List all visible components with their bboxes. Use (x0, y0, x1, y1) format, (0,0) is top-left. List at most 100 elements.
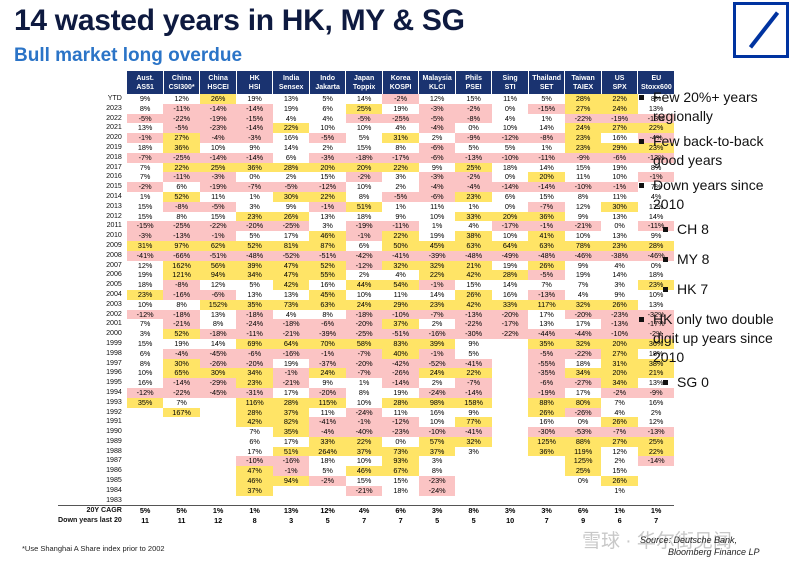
table-cell: -12% (382, 417, 419, 428)
table-cell: 8% (199, 319, 237, 330)
table-row: 2010 -3% -13% -1% 5% 17% 46% -1% 22% 19% 38% 10% 41%… (58, 231, 675, 241)
row-label: 2011 (106, 221, 122, 230)
table-cell: 12% (564, 201, 602, 212)
table-cell: -5% (272, 182, 310, 192)
table-cell: 17% (272, 436, 310, 447)
table-cell: -26% (382, 368, 419, 379)
table-cell: 36% (163, 142, 200, 153)
table-cell (528, 456, 565, 467)
table-cell: 47% (236, 466, 273, 477)
table-cell: 5 (309, 516, 346, 527)
table-cell: 27% (601, 123, 638, 134)
table-cell: 28% (272, 162, 310, 173)
table-cell (236, 495, 273, 506)
table-cell: 11% (564, 172, 602, 183)
table-row: 2018 -7% -25% -14% -14% 6% -3% -18% -17% -6% -13% -… (58, 152, 675, 163)
row-label: 1990 (106, 427, 122, 436)
table-cell: -6% (418, 152, 456, 163)
table-cell: 47% (272, 260, 310, 271)
table-cell: -1% (309, 201, 346, 212)
table-row: 2005 18% -8% 12% 5% 42% 16% 44% 54% -1% 15% 14% 7% 7%… (58, 280, 675, 290)
row-label: 2017 (106, 162, 122, 171)
table-cell: -3% (199, 172, 237, 183)
table-cell (163, 427, 200, 437)
table-cell: -7% (345, 368, 383, 379)
table-cell: -16% (272, 456, 310, 467)
table-cell: -14% (382, 378, 419, 388)
table-cell: 15% (126, 201, 164, 212)
table-row: 1996 10% 65% 30% 34% -1% 24% -7% -26% 24% 22% -35% 3… (58, 368, 675, 379)
table-cell: 64% (272, 338, 310, 349)
table-cell: 6% (345, 240, 383, 251)
table-cell: 10% (418, 417, 456, 428)
table-cell: -30% (455, 329, 492, 339)
table-row: 2000 3% 52% -18% -11% -21% -39% -25% -51% -16% -30… (58, 329, 675, 339)
table-row: 20Y CAGR 5% 5% 1% 1% 13% 12% 4% 6% 3% 8% 3% 3% 6% 1% 1% (58, 505, 675, 517)
table-cell: 5% (345, 133, 383, 143)
table-cell: 98% (418, 397, 456, 408)
table-cell: -17% (491, 221, 529, 232)
row-label: 2003 (106, 299, 122, 308)
table-cell: 20% (309, 162, 346, 173)
table-cell: 22% (455, 368, 492, 379)
table-cell: -23% (382, 427, 419, 437)
table-cell: 15% (382, 476, 419, 486)
table-cell: 3% (236, 201, 273, 212)
footnote: *Use Shanghai A Share index prior to 200… (22, 544, 165, 553)
table-cell: 36% (236, 162, 273, 173)
column-header-country: China (171, 74, 192, 82)
table-cell: 7% (236, 427, 273, 437)
table-cell: -39% (418, 250, 456, 261)
table-cell: 8% (163, 211, 200, 222)
table-cell: 35% (528, 338, 565, 349)
bullet-item: HK only two double digit up years since … (633, 310, 798, 367)
table-cell: 17% (272, 231, 310, 241)
column-header-country: Sing (502, 74, 518, 82)
table-cell: 19% (272, 103, 310, 114)
sub-bullet-item: CH 8 (633, 220, 798, 239)
table-cell (637, 495, 675, 506)
row-label: 2012 (106, 211, 122, 220)
table-cell: -2% (345, 172, 383, 183)
table-cell: -3% (418, 103, 456, 114)
table-cell: 3% (382, 172, 419, 183)
table-cell: 32% (564, 338, 602, 349)
table-cell: 18% (309, 456, 346, 467)
table-cell: 5% (455, 348, 492, 359)
table-row: 2022 -5% -22% -19% -15% 4% 4% -5% -25% -5% -8% 4% 1%… (58, 113, 675, 124)
table-cell: -18% (345, 309, 383, 320)
table-cell: 115% (309, 397, 346, 408)
table-cell: 52% (163, 191, 200, 202)
table-row: 1991 42% 82% -41% -1% -12% 10% 77% 16% 0% 26% 12% (58, 417, 675, 428)
table-row: 2014 1% 52% 11% 1% 30% 22% 8% -5% -6% 23% 6% 15% 8% 11… (58, 191, 675, 202)
table-cell: 12% (309, 505, 346, 517)
table-cell: -10% (564, 182, 602, 192)
table-cell: 44% (345, 280, 383, 290)
table-cell: 23% (236, 378, 273, 388)
table-cell: 12 (199, 516, 237, 527)
table-cell: 7 (382, 516, 419, 527)
table-cell: 5 (455, 516, 492, 527)
table-cell: -30% (528, 427, 565, 437)
row-label: 1984 (106, 485, 122, 494)
table-cell: -24% (236, 319, 273, 330)
table-cell: -9% (637, 387, 675, 398)
table-cell: -4% (455, 182, 492, 192)
column-header: EU Stoxx600 (637, 71, 675, 94)
table-cell (163, 456, 200, 467)
row-label: 2002 (106, 309, 122, 318)
table-cell: -44% (564, 329, 602, 339)
row-label: 1999 (106, 338, 122, 347)
row-label: 2019 (106, 142, 122, 151)
table-cell: -39% (309, 329, 346, 339)
table-cell: 12% (126, 260, 164, 271)
table-cell: 8% (126, 103, 164, 114)
table-cell: -22% (163, 113, 200, 124)
table-cell: 55% (309, 270, 346, 281)
table-cell: -7% (455, 378, 492, 388)
table-cell: 3% (418, 456, 456, 467)
table-cell: -52% (272, 250, 310, 261)
table-cell: -5% (528, 348, 565, 359)
table-cell: 8% (455, 505, 492, 517)
table-cell: 13% (309, 211, 346, 222)
